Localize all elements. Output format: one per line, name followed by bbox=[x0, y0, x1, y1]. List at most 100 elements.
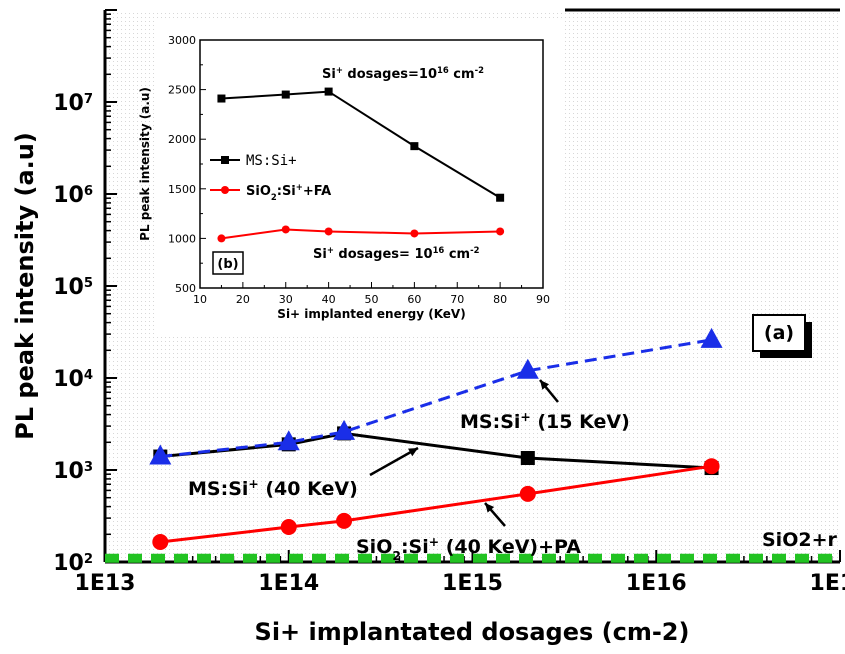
inset-point-sio2 bbox=[324, 227, 333, 236]
y-tick-exponent: 2 bbox=[84, 552, 93, 567]
y-tick-label: 105 bbox=[53, 275, 93, 300]
panel-label-a: (a) bbox=[764, 322, 794, 344]
annotation-sio2ref-part: SiO bbox=[762, 529, 798, 551]
inset-point-sio2 bbox=[217, 234, 226, 243]
inset-x-tick-label: 20 bbox=[236, 293, 250, 306]
panel-label-b-box bbox=[212, 251, 244, 275]
legend-label-sio2-part: 2 bbox=[271, 192, 277, 202]
inset-annotation-bottom: Si+ dosages= 1016 cm-2 bbox=[313, 245, 480, 262]
annotation-sio2ref-part: 2 bbox=[798, 529, 811, 551]
series-line-ms15 bbox=[160, 338, 712, 459]
annotation-ms15-part: (15 KeV) bbox=[531, 411, 630, 433]
inset-x-tick-label: 10 bbox=[193, 293, 207, 306]
inset-point-ms bbox=[217, 94, 226, 103]
arrow-ms15-head bbox=[540, 380, 550, 390]
point-ms15 bbox=[277, 430, 300, 451]
y-tick-exponent: 4 bbox=[84, 368, 93, 383]
inset-point-ms bbox=[281, 90, 290, 99]
annotation-ms40-part: (40 KeV) bbox=[259, 478, 358, 500]
y-tick-base: 10 bbox=[53, 91, 84, 116]
y-tick-exponent: 6 bbox=[84, 184, 93, 199]
inset-annotation-top: Si+ dosages=1016 cm-2 bbox=[322, 65, 484, 82]
arrow-sio2pa-head bbox=[485, 503, 495, 513]
inset-x-tick-label: 30 bbox=[279, 293, 293, 306]
inset-annotation-top-part: 16 bbox=[437, 65, 449, 75]
annotation-ms40-part: + bbox=[248, 477, 258, 491]
y-tick-label: 106 bbox=[53, 183, 93, 208]
inset-x-tick-label: 40 bbox=[322, 293, 336, 306]
annotation-sio2pa: SiO2:Si+ (40 KeV)+PA bbox=[356, 535, 581, 563]
inset-point-ms bbox=[324, 87, 333, 96]
inset-x-tick-label: 50 bbox=[365, 293, 379, 306]
x-axis-title-a: Si+ implantated dosages (cm-2) bbox=[255, 618, 690, 646]
annotation-sio2ref-part: +r bbox=[812, 529, 838, 551]
inset-x-tick-label: 80 bbox=[493, 293, 507, 306]
inset-point-ms bbox=[410, 142, 419, 151]
inset-annotation-bottom-part: Si bbox=[313, 247, 327, 262]
y-tick-exponent: 5 bbox=[84, 276, 93, 291]
y-tick-base: 10 bbox=[53, 183, 84, 208]
y-tick-base: 10 bbox=[53, 367, 84, 392]
annotation-sio2pa-part: :Si bbox=[401, 536, 429, 558]
inset-y-tick-label: 500 bbox=[175, 282, 196, 295]
y-tick-exponent: 7 bbox=[84, 92, 93, 107]
annotation-ms15: MS:Si+ (15 KeV) bbox=[460, 410, 630, 433]
point-ms15 bbox=[700, 327, 723, 348]
legend-label-sio2: SiO2:Si++FA bbox=[246, 182, 331, 202]
legend-label-ms-part: MS:Si+ bbox=[246, 153, 297, 169]
y-tick-label: 102 bbox=[53, 551, 93, 576]
point-ms15 bbox=[516, 358, 539, 379]
y-tick-label: 103 bbox=[53, 459, 93, 484]
inset-x-axis-title: Si+ implanted energy (KeV) bbox=[277, 307, 465, 321]
x-tick-label: 1E14 bbox=[258, 571, 319, 596]
arrow-ms40-head bbox=[408, 448, 418, 457]
annotation-ms40-part: MS:Si bbox=[188, 478, 248, 500]
inset-y-tick-label: 3000 bbox=[168, 34, 196, 47]
inset-annotation-bottom-part: + bbox=[327, 245, 334, 255]
point-sio2pa bbox=[519, 485, 536, 502]
panel-label-a-box bbox=[752, 314, 806, 352]
x-tick-label: 1E17 bbox=[810, 571, 845, 596]
point-ms40 bbox=[520, 451, 535, 466]
inset-annotation-top-part: dosages=10 bbox=[343, 67, 437, 82]
inset-y-tick-label: 1500 bbox=[168, 183, 196, 196]
y-tick-label: 104 bbox=[53, 367, 93, 392]
legend-label-sio2-part: :Si bbox=[277, 184, 296, 199]
inset-annotation-top-part: cm bbox=[449, 67, 475, 82]
inset-annotation-bottom-part: dosages= 10 bbox=[334, 247, 433, 262]
inset-x-tick-label: 70 bbox=[450, 293, 464, 306]
y-axis-title-a: PL peak intensity (a.u) bbox=[11, 132, 39, 440]
inset-annotation-bottom-part: cm bbox=[444, 247, 470, 262]
inset-annotation-top-part: -2 bbox=[475, 65, 485, 75]
y-tick-exponent: 3 bbox=[84, 460, 93, 475]
legend-label-sio2-part: + bbox=[296, 182, 303, 192]
inset-y-tick-label: 2000 bbox=[168, 133, 196, 146]
y-tick-label: 107 bbox=[53, 91, 93, 116]
x-tick-label: 1E15 bbox=[442, 571, 503, 596]
annotation-ms40: MS:Si+ (40 KeV) bbox=[188, 477, 358, 500]
arrow-ms40 bbox=[369, 446, 419, 477]
inset-annotation-bottom-part: 16 bbox=[433, 245, 445, 255]
inset-point-sio2 bbox=[410, 229, 419, 238]
point-sio2pa bbox=[703, 458, 720, 475]
inset-y-tick-label: 2500 bbox=[168, 84, 196, 97]
annotation-sio2pa-part: (40 KeV)+PA bbox=[439, 536, 581, 558]
inset-point-ms bbox=[496, 193, 505, 202]
inset-annotation-top-part: Si bbox=[322, 67, 336, 82]
annotation-sio2pa-part: SiO bbox=[356, 536, 392, 558]
x-tick-label: 1E13 bbox=[75, 571, 136, 596]
panel-label-b: (b) bbox=[217, 257, 238, 272]
y-tick-base: 10 bbox=[53, 551, 84, 576]
inset-x-tick-label: 60 bbox=[407, 293, 421, 306]
point-ms15 bbox=[149, 444, 172, 465]
inset-y-tick-label: 1000 bbox=[168, 232, 196, 245]
legend-marker-sio2 bbox=[221, 186, 229, 194]
annotation-ms15-part: MS:Si bbox=[460, 411, 520, 433]
annotation-sio2pa-part: + bbox=[429, 535, 439, 549]
y-tick-base: 10 bbox=[53, 275, 84, 300]
inset-annotation-bottom-part: -2 bbox=[470, 245, 480, 255]
point-sio2pa bbox=[336, 512, 353, 529]
inset-x-tick-label: 90 bbox=[536, 293, 550, 306]
